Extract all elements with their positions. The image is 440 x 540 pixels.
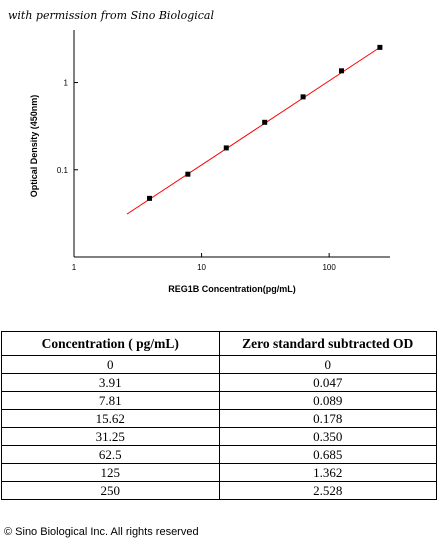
cell-od: 0.685 [218, 445, 437, 464]
cell-concentration: 15.62 [1, 409, 220, 428]
y-tick-label: 0.1 [57, 166, 69, 175]
x-axis-title: REG1B Concentration(pg/mL) [168, 284, 296, 294]
cell-concentration: 62.5 [1, 445, 220, 464]
cell-od: 0.350 [218, 427, 437, 446]
cell-concentration: 125 [1, 463, 220, 482]
cell-concentration: 0 [1, 355, 220, 374]
data-point [377, 44, 383, 50]
table-header-row: Concentration ( pg/mL) Zero standard sub… [1, 331, 437, 356]
table-row: 15.62 0.178 [1, 409, 437, 428]
table-row: 31.25 0.350 [1, 427, 437, 446]
x-tick-label: 10 [197, 263, 206, 272]
data-point [338, 68, 344, 74]
cell-concentration: 7.81 [1, 391, 220, 410]
data-point [223, 145, 229, 151]
attribution-note: with permission from Sino Biological [8, 9, 215, 22]
x-tick-label: 100 [322, 263, 336, 272]
cell-od: 0 [218, 355, 437, 374]
table-row: 7.81 0.089 [1, 391, 437, 410]
table-row: 125 1.362 [1, 463, 437, 482]
fit-line [126, 46, 381, 215]
cell-concentration: 31.25 [1, 427, 220, 446]
header-concentration: Concentration ( pg/mL) [1, 331, 220, 356]
copyright-notice: © Sino Biological Inc. All rights reserv… [4, 526, 199, 538]
header-od: Zero standard subtracted OD [218, 331, 437, 356]
table-row: 62.5 0.685 [1, 445, 437, 464]
cell-od: 0.047 [218, 373, 437, 392]
cell-od: 2.528 [218, 481, 437, 500]
cell-od: 0.178 [218, 409, 437, 428]
data-point [147, 195, 153, 201]
cell-od: 0.089 [218, 391, 437, 410]
y-axis-ticks: 0.11 [57, 79, 78, 175]
y-tick-label: 1 [64, 79, 69, 88]
cell-concentration: 3.91 [1, 373, 220, 392]
data-point [185, 171, 191, 177]
x-axis-ticks: 1 10 100 [72, 253, 336, 272]
table-row: 3.91 0.047 [1, 373, 437, 392]
cell-concentration: 250 [1, 481, 220, 500]
data-points [147, 44, 383, 201]
standards-table: Concentration ( pg/mL) Zero standard sub… [1, 331, 437, 500]
x-tick-label: 1 [72, 263, 77, 272]
standard-curve-chart: 1 10 100 0.11 REG1B Concentration(pg/mL) O… [29, 30, 390, 294]
y-axis-title: Optical Density (450nm) [29, 95, 39, 198]
data-point [262, 119, 268, 125]
table-row: 250 2.528 [1, 481, 437, 500]
data-point [300, 94, 306, 100]
cell-od: 1.362 [218, 463, 437, 482]
